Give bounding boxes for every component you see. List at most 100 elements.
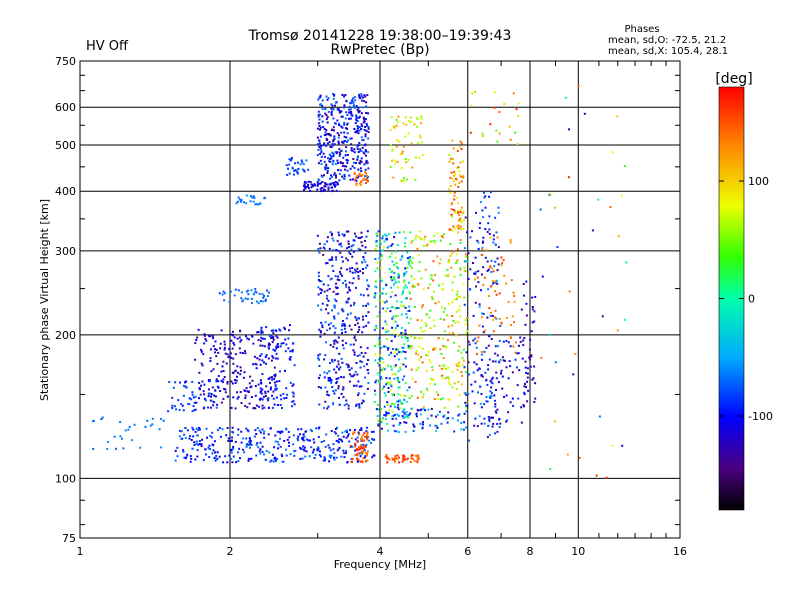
- data-point: [453, 298, 456, 301]
- data-point: [375, 324, 378, 327]
- data-point: [430, 414, 433, 417]
- data-point: [394, 455, 397, 458]
- data-point: [456, 178, 459, 181]
- data-point: [247, 443, 250, 446]
- data-point: [416, 142, 419, 145]
- data-point: [185, 386, 188, 389]
- data-point: [212, 368, 215, 371]
- data-point: [378, 257, 381, 260]
- data-point: [339, 153, 342, 155]
- data-point: [417, 458, 420, 461]
- data-point: [385, 413, 388, 416]
- data-point: [382, 235, 385, 238]
- data-point: [497, 263, 500, 266]
- data-point: [345, 342, 348, 345]
- data-point: [384, 414, 387, 417]
- data-point: [191, 393, 194, 396]
- data-point: [524, 366, 527, 369]
- data-point: [601, 315, 604, 318]
- data-point: [174, 449, 177, 452]
- data-point: [231, 371, 234, 374]
- data-point: [346, 461, 349, 464]
- data-point: [274, 385, 277, 388]
- data-point: [237, 371, 239, 374]
- data-point: [291, 350, 294, 353]
- data-point: [250, 195, 252, 198]
- data-point: [286, 393, 289, 396]
- data-point: [405, 313, 408, 316]
- data-point: [380, 357, 383, 360]
- data-point: [515, 108, 518, 111]
- data-point: [422, 287, 425, 290]
- data-point: [346, 313, 349, 316]
- data-point: [215, 348, 218, 351]
- data-point: [355, 105, 358, 108]
- data-point: [361, 125, 364, 128]
- data-point: [408, 309, 411, 312]
- data-point: [334, 327, 337, 330]
- data-point: [396, 458, 399, 461]
- data-point: [343, 135, 346, 138]
- data-point: [194, 395, 197, 398]
- data-point: [442, 282, 445, 285]
- data-point: [391, 149, 394, 152]
- data-point: [420, 277, 423, 280]
- data-point: [343, 140, 346, 142]
- x-tick-label: 8: [527, 545, 534, 558]
- data-point: [234, 369, 237, 372]
- data-point: [364, 451, 367, 454]
- data-point: [254, 394, 257, 397]
- data-point: [205, 427, 208, 430]
- data-point: [402, 350, 405, 353]
- data-point: [479, 402, 482, 405]
- data-point: [384, 455, 387, 458]
- data-point: [341, 431, 344, 434]
- data-point: [490, 392, 493, 395]
- data-point: [425, 324, 428, 327]
- data-point: [355, 118, 358, 121]
- data-point: [203, 334, 206, 337]
- data-point: [291, 400, 294, 403]
- data-point: [379, 242, 382, 245]
- data-point: [337, 183, 339, 186]
- data-point: [343, 121, 346, 124]
- data-point: [274, 373, 277, 376]
- data-point: [405, 270, 408, 273]
- data-point: [344, 324, 347, 327]
- data-point: [321, 176, 324, 179]
- data-point: [223, 346, 226, 349]
- data-point: [344, 452, 347, 455]
- data-point: [465, 426, 468, 429]
- data-point: [297, 435, 300, 438]
- data-point: [353, 167, 356, 169]
- data-point: [356, 129, 359, 132]
- data-point: [408, 305, 411, 308]
- data-point: [397, 276, 400, 279]
- data-point: [330, 358, 333, 361]
- data-point: [452, 180, 455, 183]
- data-point: [320, 149, 323, 152]
- data-point: [483, 329, 486, 332]
- data-point: [364, 143, 367, 146]
- data-point: [335, 282, 338, 285]
- data-point: [445, 346, 448, 349]
- data-point: [406, 257, 409, 260]
- data-point: [288, 436, 291, 439]
- data-point: [505, 282, 508, 285]
- data-point: [237, 428, 240, 431]
- data-point: [481, 358, 483, 361]
- data-point: [264, 392, 267, 395]
- data-point: [208, 448, 211, 450]
- data-point: [453, 172, 456, 175]
- data-point: [330, 129, 333, 131]
- data-point: [488, 215, 491, 218]
- data-point: [459, 267, 462, 270]
- data-point: [215, 454, 218, 457]
- data-point: [335, 439, 338, 442]
- data-point: [343, 175, 346, 178]
- data-point: [406, 415, 409, 418]
- data-point: [365, 172, 367, 175]
- data-point: [259, 448, 262, 451]
- data-point: [356, 120, 359, 122]
- data-point: [452, 332, 454, 335]
